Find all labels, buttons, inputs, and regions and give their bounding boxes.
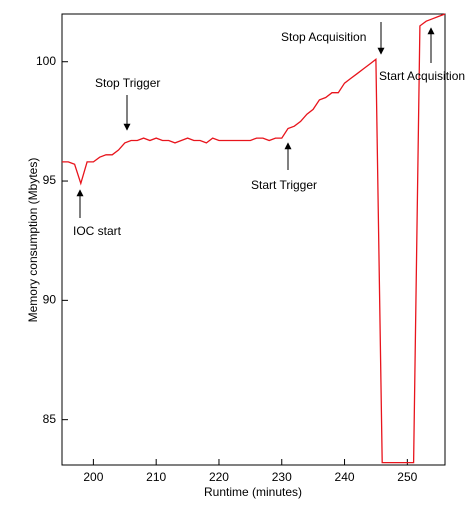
- plot-frame: [61, 13, 446, 466]
- y-axis-label: Memory consumption (Mbytes): [26, 158, 40, 323]
- annotation: Stop Acquisition: [281, 30, 366, 44]
- x-tick-label: 220: [209, 470, 229, 484]
- data-line: [62, 13, 446, 464]
- x-tick-label: 250: [397, 470, 417, 484]
- annotation: Start Acquisition: [379, 69, 465, 83]
- x-tick-label: 240: [335, 470, 355, 484]
- annotation: Stop Trigger: [95, 76, 160, 90]
- y-tick-label: 85: [43, 412, 57, 426]
- x-tick-label: 210: [146, 470, 166, 484]
- y-tick-label: 95: [43, 173, 57, 187]
- y-tick-label: 90: [43, 293, 57, 307]
- x-tick-label: 200: [83, 470, 103, 484]
- annotation: Start Trigger: [251, 178, 317, 192]
- x-axis-label: Runtime (minutes): [204, 485, 302, 499]
- annotation: IOC start: [73, 224, 122, 238]
- y-tick-label: 100: [36, 54, 56, 68]
- x-tick-label: 230: [272, 470, 292, 484]
